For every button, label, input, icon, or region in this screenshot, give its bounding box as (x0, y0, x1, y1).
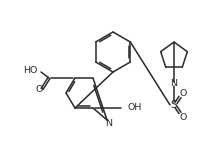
Text: O: O (179, 112, 187, 122)
Text: O: O (179, 89, 187, 98)
Text: O: O (35, 86, 43, 95)
Text: OH: OH (128, 103, 142, 112)
Text: N: N (105, 119, 113, 127)
Text: HO: HO (23, 66, 37, 74)
Text: S: S (171, 100, 177, 110)
Text: N: N (171, 79, 177, 89)
